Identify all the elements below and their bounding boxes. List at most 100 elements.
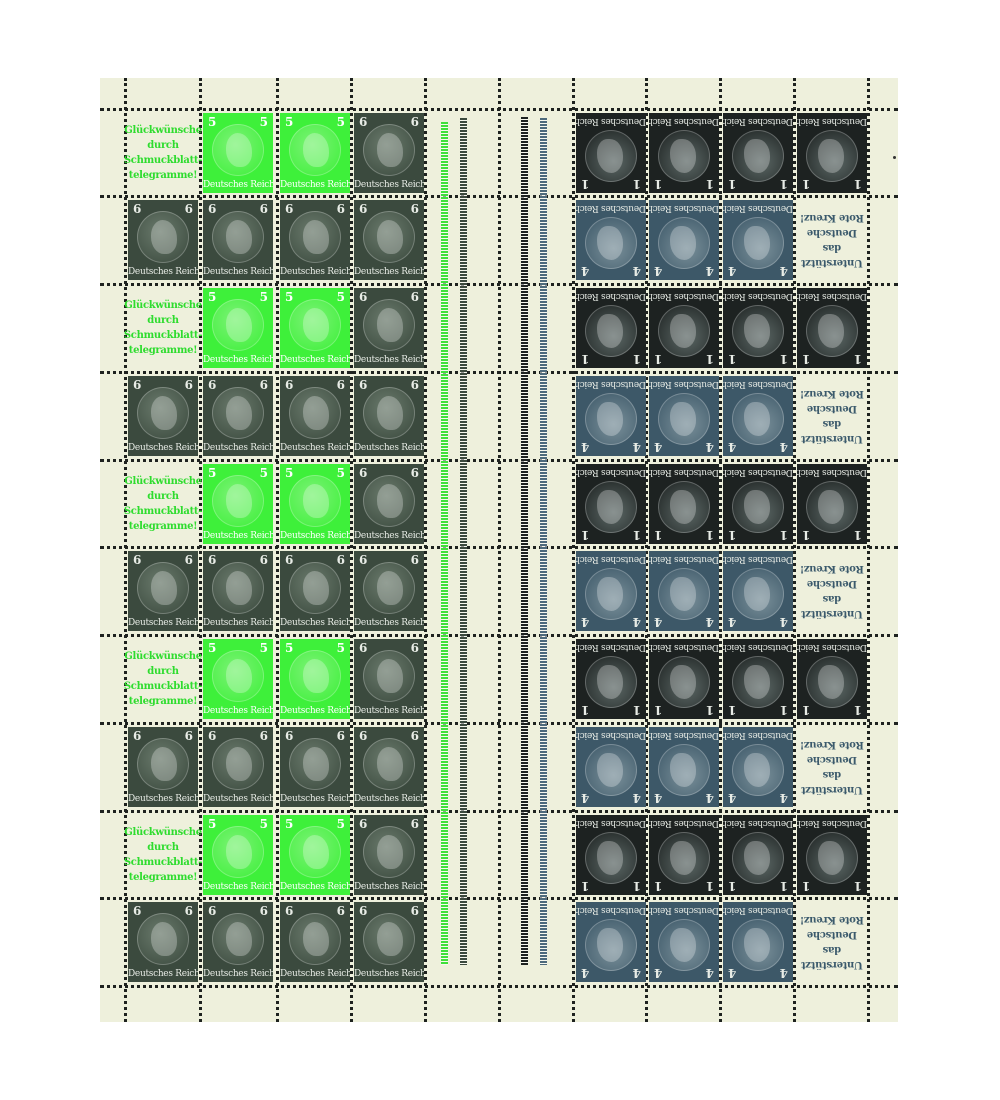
stamp-value: 6	[133, 553, 142, 567]
stamp-black1: 1 1 Deutsches Reich	[649, 639, 719, 719]
stamp-value: 4	[581, 615, 590, 629]
stamp-value: 1	[728, 703, 737, 717]
stamp-green5: 5 5 Deutsches Reich	[203, 464, 273, 544]
portrait-medallion	[289, 387, 341, 439]
stamp-value: 6	[259, 729, 268, 743]
stamp-green6: 6 6 Deutsches Reich	[280, 376, 350, 456]
stamp-value: 6	[359, 290, 368, 304]
label-line: Glückwünsche	[124, 827, 202, 838]
portrait-medallion	[806, 832, 858, 884]
portrait-medallion	[658, 568, 710, 620]
stamp-value: 1	[853, 879, 862, 893]
portrait-medallion	[212, 299, 264, 351]
stamp-value: 1	[705, 703, 714, 717]
stamp-green6: 6 6 Deutsches Reich	[354, 200, 424, 280]
stamp-green6: 6 6 Deutsches Reich	[280, 551, 350, 631]
perforation-horizontal	[100, 810, 898, 813]
country-inscription: Deutsches Reich	[354, 267, 424, 277]
stamp-value: 4	[581, 791, 590, 805]
portrait-medallion	[806, 656, 858, 708]
label-line: Rote Kreuz!	[800, 388, 864, 399]
stamp-value: 6	[359, 115, 368, 129]
stamp-black1: 1 1 Deutsches Reich	[797, 639, 867, 719]
portrait-medallion	[289, 299, 341, 351]
stamp-value: 1	[802, 879, 811, 893]
stamp-green6: 6 6 Deutsches Reich	[354, 288, 424, 368]
portrait-medallion	[585, 568, 637, 620]
stamp-value: 4	[728, 615, 737, 629]
stamp-value: 6	[184, 904, 193, 918]
portrait-medallion	[658, 744, 710, 796]
country-inscription: Deutsches Reich	[280, 443, 350, 453]
label-line: Rote Kreuz!	[800, 739, 864, 750]
stamp-blue4: 4 4 Deutsches Reich	[723, 551, 793, 631]
stamp-value: 4	[632, 966, 641, 980]
stamp-black1: 1 1 Deutsches Reich	[649, 464, 719, 544]
label-line: Glückwünsche	[124, 476, 202, 487]
country-inscription: Deutsches Reich	[576, 379, 646, 389]
country-inscription: Deutsches Reich	[576, 467, 646, 477]
stamp-value: 1	[581, 528, 590, 542]
country-inscription: Deutsches Reich	[649, 905, 719, 915]
country-inscription: Deutsches Reich	[128, 267, 198, 277]
stamp-green5: 5 5 Deutsches Reich	[280, 464, 350, 544]
stamp-sheet: Glückwünsche durch Schmuckblatt-telegramme…	[100, 78, 898, 1022]
label-line: durch	[147, 666, 179, 677]
country-inscription: Deutsches Reich	[797, 818, 867, 828]
stamp-value: 5	[208, 466, 217, 480]
label-line: das	[822, 418, 842, 429]
stamp-green6: 6 6 Deutsches Reich	[128, 376, 198, 456]
stamp-value: 1	[853, 352, 862, 366]
country-inscription: Deutsches Reich	[203, 180, 273, 190]
country-inscription: Deutsches Reich	[576, 554, 646, 564]
stamp-value: 1	[728, 879, 737, 893]
portrait-medallion	[289, 124, 341, 176]
perforation-horizontal	[100, 546, 898, 549]
perforation-vertical	[645, 78, 648, 1022]
label-line: Unterstützt	[801, 959, 863, 970]
stamp-green6: 6 6 Deutsches Reich	[280, 727, 350, 807]
stamp-value: 1	[632, 528, 641, 542]
portrait-medallion	[585, 832, 637, 884]
stamp-value: 6	[259, 553, 268, 567]
perforation-vertical	[424, 78, 427, 1022]
stamp-blue4: 4 4 Deutsches Reich	[649, 551, 719, 631]
portrait-medallion	[732, 130, 784, 182]
stamp-value: 5	[259, 290, 268, 304]
country-inscription: Deutsches Reich	[280, 618, 350, 628]
portrait-medallion	[289, 562, 341, 614]
country-inscription: Deutsches Reich	[576, 642, 646, 652]
stamp-value: 6	[208, 553, 217, 567]
stamp-value: 6	[359, 729, 368, 743]
gutter-color-bar	[540, 118, 547, 965]
label-line: Deutsche	[807, 227, 857, 238]
stamp-black1: 1 1 Deutsches Reich	[576, 113, 646, 193]
portrait-medallion	[732, 744, 784, 796]
label-line: das	[822, 593, 842, 604]
country-inscription: Deutsches Reich	[203, 355, 273, 365]
stamp-black1: 1 1 Deutsches Reich	[649, 113, 719, 193]
stamp-green5: 5 5 Deutsches Reich	[203, 815, 273, 895]
stamp-value: 1	[654, 879, 663, 893]
portrait-medallion	[289, 738, 341, 790]
portrait-medallion	[212, 562, 264, 614]
stamp-value: 6	[359, 817, 368, 831]
country-inscription: Deutsches Reich	[280, 969, 350, 979]
country-inscription: Deutsches Reich	[354, 180, 424, 190]
portrait-medallion	[585, 656, 637, 708]
stamp-value: 6	[410, 729, 419, 743]
country-inscription: Deutsches Reich	[203, 267, 273, 277]
stamp-value: 4	[654, 791, 663, 805]
portrait-medallion	[585, 217, 637, 269]
stamp-blue4: 4 4 Deutsches Reich	[576, 200, 646, 280]
stamp-value: 6	[133, 729, 142, 743]
stamp-value: 4	[654, 264, 663, 278]
stamp-value: 6	[410, 115, 419, 129]
stamp-value: 6	[285, 729, 294, 743]
stamp-value: 4	[779, 966, 788, 980]
stamp-black1: 1 1 Deutsches Reich	[576, 464, 646, 544]
portrait-medallion	[732, 481, 784, 533]
stamp-value: 4	[632, 440, 641, 454]
label-line: Schmuckblatt-	[123, 681, 203, 692]
country-inscription: Deutsches Reich	[203, 443, 273, 453]
